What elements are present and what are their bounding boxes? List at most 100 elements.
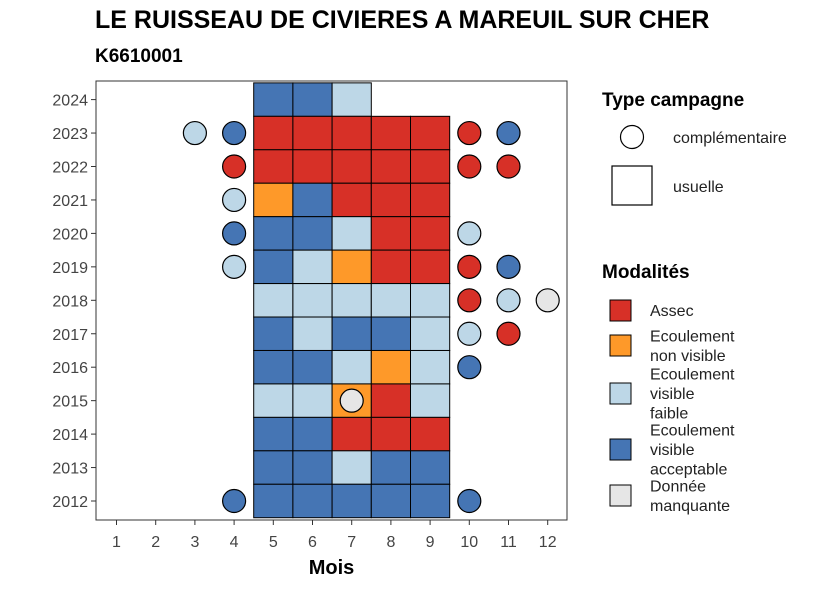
y-tick-label: 2023 — [52, 126, 88, 143]
tile-2023-7 — [331, 115, 372, 151]
axes: 2012 2013 2014 2015 2016 2017 2018 2019 2020 2021… — [52, 80, 568, 579]
tile-2013-7 — [331, 450, 372, 485]
point-2012-4 — [222, 488, 247, 514]
x-tick-label: 4 — [230, 534, 239, 551]
tile-2021-8 — [370, 182, 411, 218]
point-2018-11 — [496, 288, 521, 313]
tile-2018-7 — [331, 283, 372, 318]
chart-title: LE RUISSEAU DE CIVIERES A MAREUIL SUR CH… — [95, 6, 710, 34]
legend-campaign-title: Type campagne — [602, 90, 744, 111]
tile-2022-9 — [410, 149, 451, 184]
point-2023-3 — [182, 120, 207, 146]
point-2022-4 — [222, 154, 247, 179]
point-2012-10 — [457, 488, 482, 514]
tile-2022-6 — [292, 149, 333, 184]
tile-2014-5 — [253, 416, 294, 452]
tile-2024-5 — [253, 82, 294, 117]
point-2018-12 — [535, 288, 560, 313]
point-2021-4 — [222, 187, 247, 213]
tile-2021-6 — [292, 182, 333, 218]
legend-key-label: Ecoulement — [650, 328, 735, 345]
tile-2016-6 — [292, 349, 333, 385]
point-2023-4 — [222, 120, 247, 146]
tile-2024-7 — [331, 82, 372, 117]
tile-2017-9 — [410, 316, 451, 351]
x-tick-label: 3 — [190, 534, 199, 551]
point-2022-11 — [496, 154, 521, 179]
tile-2013-6 — [292, 450, 333, 485]
tile-2021-7 — [331, 182, 372, 218]
x-tick-label: 9 — [426, 534, 435, 551]
tile-2019-7 — [331, 249, 372, 285]
legend-campaign-item: usuelle — [673, 179, 724, 196]
y-tick-label: 2022 — [52, 160, 88, 177]
tile-2012-8 — [370, 483, 411, 519]
x-tick-label: 1 — [112, 534, 121, 551]
tile-2018-6 — [292, 283, 333, 318]
legend-key-label: Donnée — [650, 478, 706, 495]
tile-2022-5 — [253, 149, 294, 184]
x-tick-label: 2 — [151, 534, 160, 551]
tile-2023-5 — [253, 115, 294, 151]
point-2017-10 — [457, 321, 482, 346]
point-2020-4 — [222, 221, 247, 246]
legend-key-label: non visible — [650, 348, 726, 365]
legend-key-swatch — [609, 484, 632, 507]
tile-2014-7 — [331, 416, 372, 452]
tile-2020-9 — [410, 216, 451, 251]
tile-2018-8 — [370, 283, 411, 318]
tile-2019-6 — [292, 249, 333, 285]
tile-2015-9 — [410, 383, 451, 418]
y-tick-label: 2014 — [52, 427, 88, 444]
legends: Type campagne complémentaire usuelle Modali… — [602, 90, 787, 515]
tile-2022-8 — [370, 149, 411, 184]
legend-key-label: visible — [650, 442, 695, 459]
point-2016-10 — [457, 355, 482, 380]
tile-2023-6 — [292, 115, 333, 151]
tile-2013-9 — [410, 450, 451, 485]
tile-2017-6 — [292, 316, 333, 351]
legend-key-label: faible — [650, 406, 688, 423]
x-tick-label: 5 — [269, 534, 278, 551]
tile-2017-8 — [370, 316, 411, 351]
x-tick-label: 6 — [308, 534, 317, 551]
point-2023-11 — [496, 120, 521, 146]
tile-2014-9 — [410, 416, 451, 452]
legend-key-swatch — [609, 334, 632, 357]
y-tick-label: 2015 — [52, 394, 88, 411]
tile-2022-7 — [331, 149, 372, 184]
tile-2016-8 — [370, 349, 411, 385]
y-tick-label: 2021 — [52, 193, 88, 210]
tile-2012-6 — [292, 483, 333, 519]
point-2019-11 — [496, 254, 521, 279]
y-tick-label: 2016 — [52, 360, 88, 377]
tile-2018-9 — [410, 283, 451, 318]
tile-2023-8 — [370, 115, 411, 151]
legend-circle-icon — [619, 124, 645, 150]
tile-2020-6 — [292, 216, 333, 251]
tile-2012-9 — [410, 483, 451, 519]
tile-2017-5 — [253, 316, 294, 351]
tile-2016-5 — [253, 349, 294, 385]
tile-2023-9 — [410, 115, 451, 151]
legend-key-swatch — [609, 438, 632, 461]
point-2020-10 — [457, 221, 482, 246]
tile-2014-6 — [292, 416, 333, 452]
tile-2015-6 — [292, 383, 333, 418]
tile-2013-8 — [370, 450, 411, 485]
tile-2019-9 — [410, 249, 451, 285]
tile-2014-8 — [370, 416, 411, 452]
point-2019-4 — [222, 254, 247, 279]
y-tick-label: 2017 — [52, 327, 88, 344]
legend-square-icon — [611, 165, 653, 206]
point-2023-10 — [457, 120, 482, 146]
legend-campaign-item: complémentaire — [673, 130, 787, 147]
legend-key-label: Ecoulement — [650, 423, 735, 440]
tile-2017-7 — [331, 316, 372, 351]
tile-2018-5 — [253, 283, 294, 318]
x-tick-label: 11 — [500, 534, 517, 551]
point-2018-10 — [457, 288, 482, 313]
tile-2021-5 — [253, 182, 294, 218]
y-tick-label: 2013 — [52, 461, 88, 478]
